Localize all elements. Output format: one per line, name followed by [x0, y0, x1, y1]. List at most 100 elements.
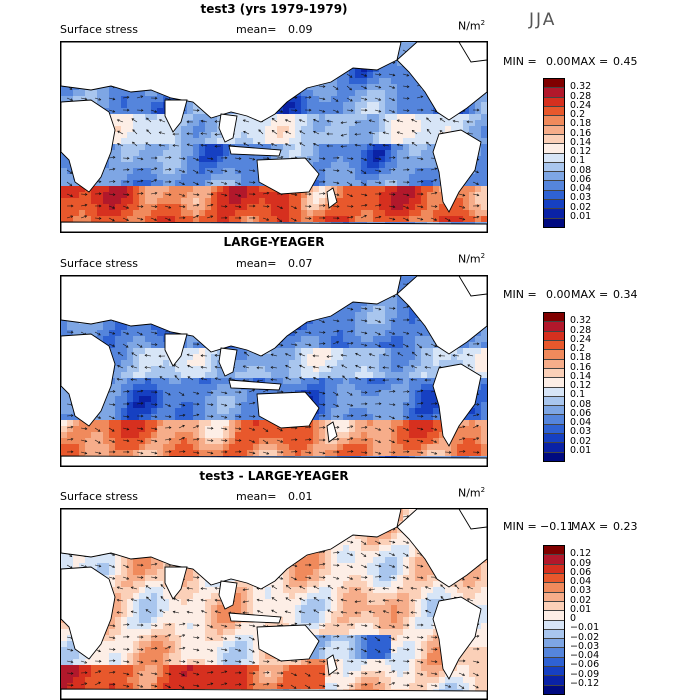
colorbar-swatch: [544, 555, 564, 565]
landmass-eurasia: [61, 509, 402, 590]
colorbar-tick-label: 0.06: [570, 173, 592, 185]
colorbar-swatch: [544, 190, 564, 201]
colorbar-tick-label: 0.2: [570, 109, 586, 120]
panel-3-min-label: MIN =: [503, 520, 537, 533]
colorbar-swatch: [544, 387, 564, 397]
panel-1-colorbar: [543, 78, 565, 228]
landmass-samerica: [432, 596, 482, 680]
stress-map-3: [61, 509, 487, 699]
landmass-samerica: [432, 129, 482, 213]
panel-3-mean-value: 0.01: [288, 490, 313, 503]
colorbar-swatch: [544, 350, 564, 360]
panel-2-mean-value: 0.07: [288, 257, 313, 270]
colorbar-swatch: [544, 573, 564, 584]
colorbar-swatch: [544, 153, 564, 163]
colorbar-tick-label: 0.01: [570, 210, 592, 222]
colorbar-tick-label: 0.03: [570, 426, 592, 438]
colorbar-swatch: [544, 639, 564, 649]
panel-2-units: N/m2: [458, 252, 486, 266]
landmass-india: [164, 333, 188, 367]
colorbar-swatch: [544, 676, 564, 686]
panel-3-mean-label: mean=: [236, 490, 277, 503]
colorbar-tick-label: 0.32: [570, 81, 592, 93]
colorbar-tick-label: 0.28: [570, 324, 592, 336]
colorbar-tick-label: 0.09: [570, 557, 592, 569]
panel-1-map: [60, 41, 488, 233]
colorbar-swatch: [544, 583, 564, 593]
colorbar-swatch: [544, 209, 564, 219]
colorbar-tick-label: 0.08: [570, 398, 592, 410]
colorbar-swatch: [544, 592, 564, 602]
colorbar-swatch: [544, 181, 564, 191]
colorbar-tick-label: 0.12: [570, 146, 592, 157]
colorbar-swatch: [544, 172, 564, 182]
panel-2-field: Surface stress: [60, 257, 138, 270]
colorbar-tick-label: 0.18: [570, 118, 592, 130]
colorbar-swatch: [544, 378, 564, 388]
landmass-africa: [61, 333, 116, 427]
panel-1-min-label: MIN =: [503, 55, 537, 68]
colorbar-swatch: [544, 79, 564, 89]
colorbar-swatch: [544, 601, 564, 612]
landmass-indonesia: [228, 145, 282, 157]
panel-2-title: LARGE-YEAGER: [223, 235, 325, 249]
panel-3-colorbar: [543, 545, 565, 695]
season-label: JJA: [529, 10, 557, 30]
colorbar-swatch: [544, 685, 564, 694]
colorbar-swatch: [544, 657, 564, 668]
colorbar-swatch: [544, 218, 564, 227]
colorbar-tick-label: −0.12: [570, 677, 600, 689]
landmass-australia: [256, 624, 320, 662]
colorbar-tick-label: 0.01: [570, 603, 592, 615]
colorbar-swatch: [544, 611, 564, 621]
colorbar-tick-label: 0.06: [570, 566, 592, 578]
colorbar-swatch: [544, 134, 564, 145]
panel-1-title: test3 (yrs 1979-1979): [200, 2, 348, 16]
colorbar-swatch: [544, 106, 564, 117]
colorbar-swatch: [544, 415, 564, 425]
colorbar-tick-label: 0.16: [570, 361, 592, 373]
landmass-australia: [256, 391, 320, 429]
panel-1-units: N/m2: [458, 19, 486, 33]
colorbar-swatch: [544, 629, 564, 640]
landmass-namerica: [396, 276, 487, 355]
colorbar-tick-label: 0.02: [570, 435, 592, 447]
landmass-eurasia: [61, 42, 402, 123]
landmass-africa: [61, 566, 116, 660]
colorbar-swatch: [544, 396, 564, 407]
colorbar-tick-label: 0.08: [570, 164, 592, 176]
colorbar-swatch: [544, 406, 564, 416]
colorbar-swatch: [544, 620, 564, 630]
landmass-greenland: [458, 42, 487, 63]
colorbar-tick-label: 0.12: [570, 548, 592, 560]
landmass-indonesia: [228, 379, 282, 391]
landmass-indochina: [218, 347, 238, 377]
colorbar-swatch: [544, 125, 564, 135]
colorbar-tick-label: 0.14: [570, 370, 592, 382]
panel-2-max-label: MAX =: [571, 288, 609, 301]
colorbar-tick-label: 0.01: [570, 444, 592, 456]
colorbar-tick-label: 0.02: [570, 201, 592, 213]
colorbar-tick-label: 0: [570, 613, 577, 624]
landmass-eurasia: [61, 276, 402, 357]
panel-1-max-label: MAX =: [571, 55, 609, 68]
colorbar-tick-label: −0.06: [570, 659, 600, 671]
landmass-indonesia: [228, 612, 282, 624]
colorbar-tick-label: −0.02: [570, 631, 600, 643]
panel-3-field: Surface stress: [60, 490, 138, 503]
landmass-india: [164, 99, 188, 133]
stress-map-1: [61, 42, 487, 232]
colorbar-tick-label: 0.04: [570, 183, 592, 194]
colorbar-swatch: [544, 88, 564, 98]
landmass-namerica: [396, 509, 487, 588]
colorbar-tick-label: −0.01: [570, 622, 600, 634]
colorbar-tick-label: 0.06: [570, 407, 592, 419]
landmass-nz: [326, 654, 338, 676]
colorbar-tick-label: 0.12: [570, 380, 592, 391]
colorbar-swatch: [544, 434, 564, 444]
landmass-africa: [61, 99, 116, 193]
landmass-samerica: [432, 363, 482, 447]
colorbar-tick-label: 0.24: [570, 333, 592, 345]
colorbar-swatch: [544, 144, 564, 154]
panel-3-min-value: −0.11: [540, 520, 574, 533]
